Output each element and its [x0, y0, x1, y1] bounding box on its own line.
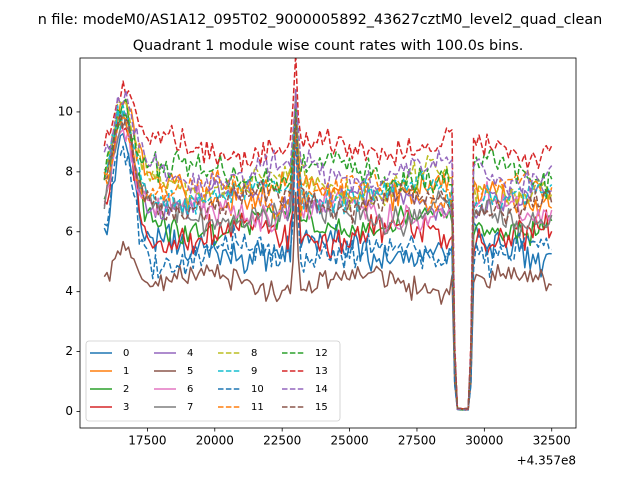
series-line-3	[103, 114, 553, 410]
legend-label: 13	[315, 366, 328, 377]
figure-suptitle: n file: modeM0/AS1A12_095T02_9000005892_…	[38, 12, 603, 28]
x-tick-label: 32500	[533, 434, 571, 448]
series-line-13	[103, 58, 553, 411]
legend-label: 14	[315, 384, 328, 395]
series-line-5	[103, 191, 553, 411]
chart-title: Quadrant 1 module wise count rates with …	[133, 38, 524, 54]
y-tick-label: 10	[58, 104, 73, 118]
x-tick-label: 25000	[330, 434, 368, 448]
legend-label: 11	[251, 402, 264, 413]
legend-label: 8	[251, 348, 257, 359]
legend-label: 3	[123, 402, 129, 413]
legend-label: 2	[123, 384, 129, 395]
x-tick-label: 17500	[128, 434, 166, 448]
legend-label: 15	[315, 402, 328, 413]
series-line-9	[103, 104, 553, 410]
series-line-7	[103, 96, 553, 411]
series-line-0	[103, 95, 552, 411]
plot-area	[103, 58, 553, 411]
axes-frame	[79, 57, 577, 429]
legend-label: 5	[187, 366, 193, 377]
legend-label: 4	[187, 348, 193, 359]
y-tick-label: 4	[65, 284, 73, 298]
legend-label: 9	[251, 366, 257, 377]
y-axis: 0 2 4 6 8 10	[58, 104, 80, 418]
y-tick-label: 0	[65, 404, 73, 418]
x-tick-label: 27500	[398, 434, 436, 448]
x-tick-label: 20000	[196, 434, 234, 448]
legend-frame	[85, 340, 341, 422]
x-axis: 17500 20000 22500 25000 27500 30000 32500	[128, 428, 571, 448]
x-offset-label: +4.357e8	[517, 454, 576, 468]
legend-label: 10	[251, 384, 264, 395]
y-tick-label: 8	[65, 164, 73, 178]
y-tick-label: 6	[65, 224, 73, 238]
legend-label: 0	[123, 348, 129, 359]
series-line-14	[103, 89, 553, 411]
series-line-1	[104, 92, 553, 411]
series-line-10	[103, 125, 552, 411]
x-tick-label: 22500	[263, 434, 301, 448]
x-tick-label: 30000	[465, 434, 503, 448]
legend-label: 1	[123, 366, 129, 377]
legend-label: 12	[315, 348, 328, 359]
legend-label: 7	[187, 402, 193, 413]
y-tick-label: 2	[65, 344, 73, 358]
series-line-2	[103, 98, 553, 411]
legend-label: 6	[187, 384, 193, 395]
series-line-15	[103, 112, 553, 410]
